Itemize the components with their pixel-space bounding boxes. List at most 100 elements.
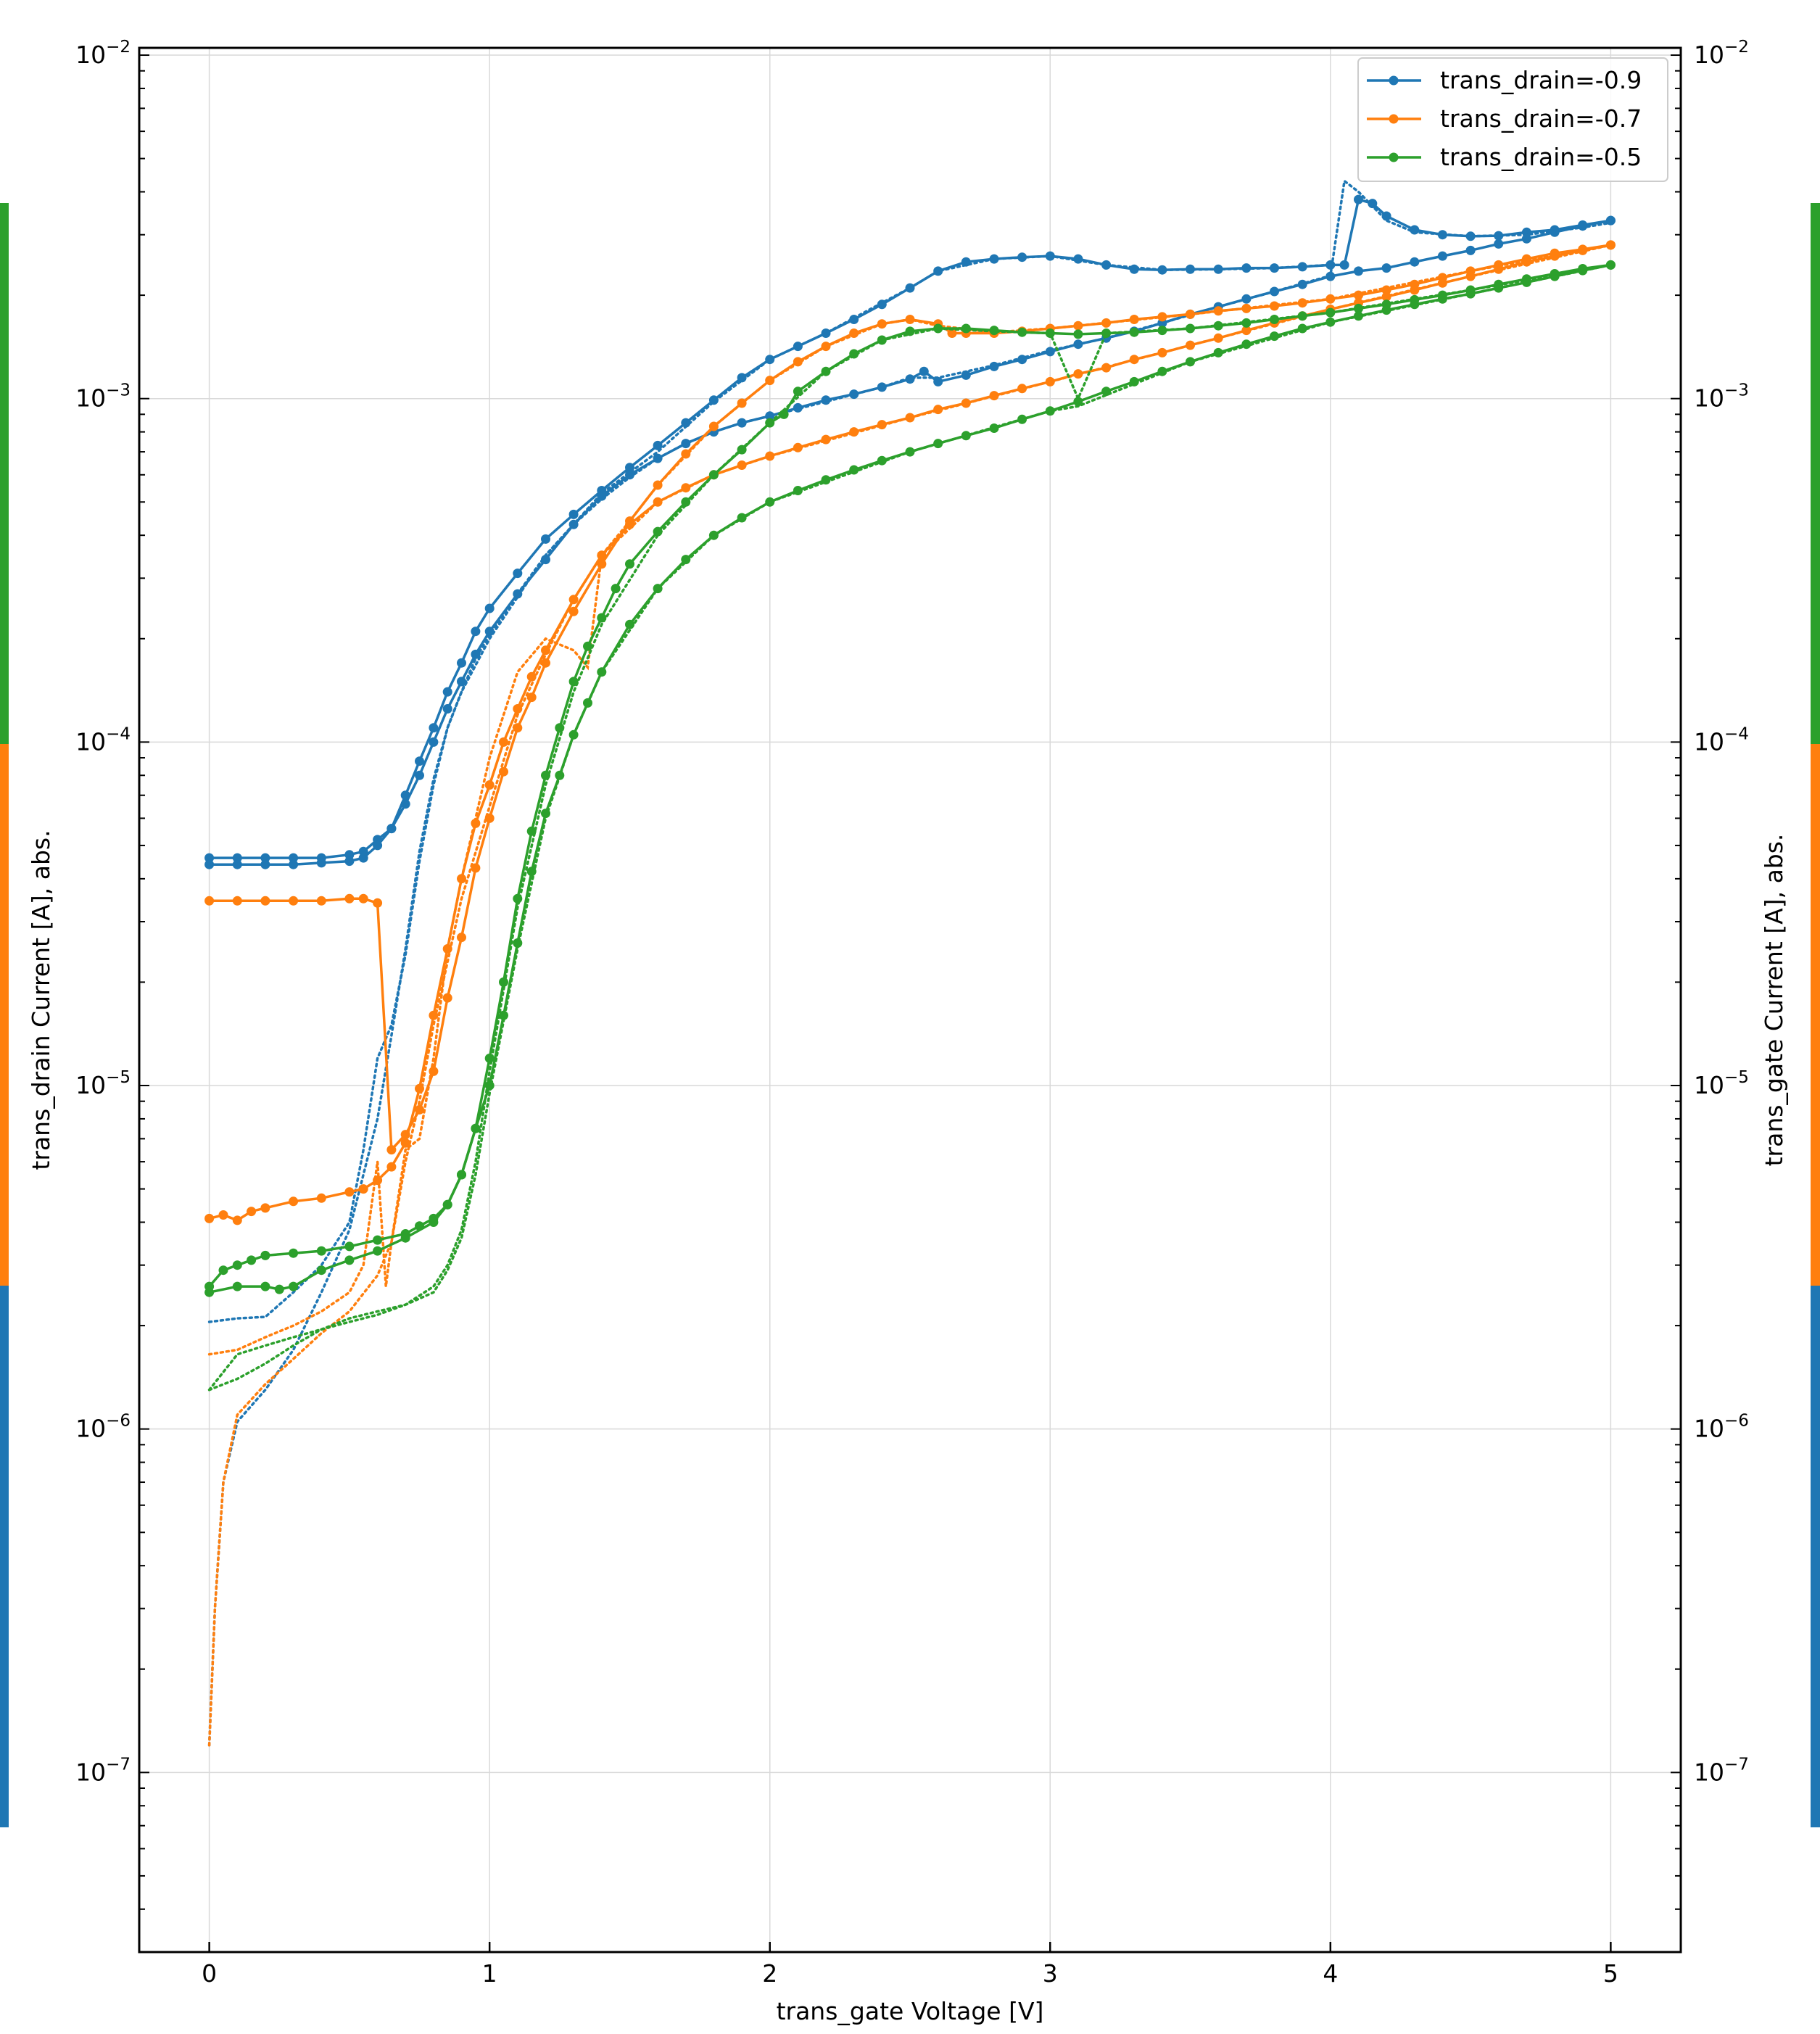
x-tick-label: 5 — [1603, 1959, 1618, 1988]
data-point — [568, 606, 579, 616]
data-point — [1368, 199, 1378, 209]
data-point — [905, 315, 915, 324]
data-point — [526, 826, 537, 836]
data-point — [471, 1123, 481, 1133]
data-point — [1325, 307, 1336, 318]
data-point — [961, 398, 971, 408]
data-point — [1241, 303, 1252, 313]
data-point — [1578, 221, 1588, 231]
data-point — [344, 850, 355, 860]
data-point — [1270, 331, 1279, 342]
data-point — [1494, 264, 1504, 274]
data-point — [316, 896, 326, 906]
data-point — [1213, 306, 1223, 316]
data-point — [499, 766, 508, 777]
data-point — [849, 465, 859, 475]
y-tick-label-left: 10−3 — [75, 381, 131, 413]
data-point — [1354, 194, 1363, 204]
data-point — [204, 1287, 215, 1297]
x-tick-label: 0 — [202, 1959, 217, 1988]
data-point — [597, 613, 607, 623]
data-point — [541, 534, 550, 544]
data-point — [471, 627, 481, 637]
data-point — [260, 1203, 270, 1213]
data-point — [232, 1281, 242, 1291]
data-point — [344, 1187, 355, 1197]
data-point — [1465, 231, 1476, 241]
data-point — [1186, 264, 1195, 274]
data-point — [1017, 355, 1027, 365]
data-point — [232, 896, 242, 906]
data-point — [316, 858, 326, 868]
grid-lines — [139, 48, 1681, 1952]
data-point — [247, 1255, 257, 1265]
data-point — [821, 395, 831, 405]
colorbar-strip-right — [1811, 744, 1820, 1286]
data-point — [1521, 257, 1531, 267]
data-point — [1213, 321, 1223, 331]
data-point — [1129, 315, 1139, 324]
data-point — [1017, 252, 1027, 262]
data-point — [1410, 299, 1420, 310]
data-point — [442, 1199, 452, 1210]
data-point — [484, 1054, 495, 1063]
data-point — [933, 266, 943, 276]
data-point — [1186, 323, 1195, 334]
data-point — [1410, 257, 1420, 267]
data-point — [1550, 271, 1560, 281]
data-point — [373, 840, 383, 851]
data-point — [260, 1281, 270, 1291]
data-point — [1354, 290, 1363, 300]
data-point — [849, 328, 859, 338]
x-tick-label: 4 — [1323, 1959, 1338, 1988]
data-point — [919, 366, 929, 376]
data-point — [400, 1138, 410, 1148]
colorbar-strip-left — [0, 744, 9, 1286]
data-point — [442, 704, 452, 714]
data-point — [737, 445, 747, 455]
data-point — [471, 649, 481, 659]
data-point — [1339, 260, 1349, 270]
data-point — [513, 723, 523, 733]
legend-box — [1357, 57, 1668, 182]
data-point — [989, 326, 999, 336]
data-point — [961, 257, 971, 267]
data-point — [232, 1215, 242, 1225]
data-point — [793, 486, 803, 495]
data-point — [765, 376, 775, 386]
data-point — [1186, 357, 1195, 367]
data-point — [1325, 294, 1336, 304]
data-point — [708, 395, 719, 405]
data-point — [793, 342, 803, 352]
data-point — [597, 667, 607, 677]
data-point — [442, 993, 452, 1003]
data-point — [513, 704, 523, 714]
data-point — [793, 357, 803, 367]
series-3 — [204, 260, 1616, 1392]
data-point — [204, 859, 215, 869]
legend-item: trans_drain=-0.7 — [1367, 104, 1642, 133]
data-point — [597, 491, 607, 501]
series-1 — [204, 178, 1616, 1747]
legend-item: trans_drain=-0.9 — [1367, 66, 1642, 94]
data-point — [905, 326, 915, 336]
data-point — [1325, 317, 1336, 327]
data-point — [232, 1260, 242, 1270]
data-point — [1073, 339, 1083, 350]
data-point — [555, 770, 565, 780]
data-point — [1101, 328, 1112, 338]
data-point — [1045, 328, 1055, 338]
data-point — [737, 418, 747, 428]
data-point — [821, 366, 831, 376]
data-point — [1605, 215, 1616, 226]
data-point — [526, 671, 537, 682]
colorbar-strip-right — [1811, 1286, 1820, 1827]
data-point — [961, 370, 971, 380]
legend: trans_drain=-0.9 trans_drain=-0.7 trans_dr… — [1357, 57, 1668, 182]
x-axis-label: trans_gate Voltage [V] — [777, 1997, 1044, 2025]
data-point — [344, 893, 355, 904]
legend-marker — [1389, 75, 1399, 86]
data-point — [611, 584, 621, 594]
data-point — [1494, 239, 1504, 249]
